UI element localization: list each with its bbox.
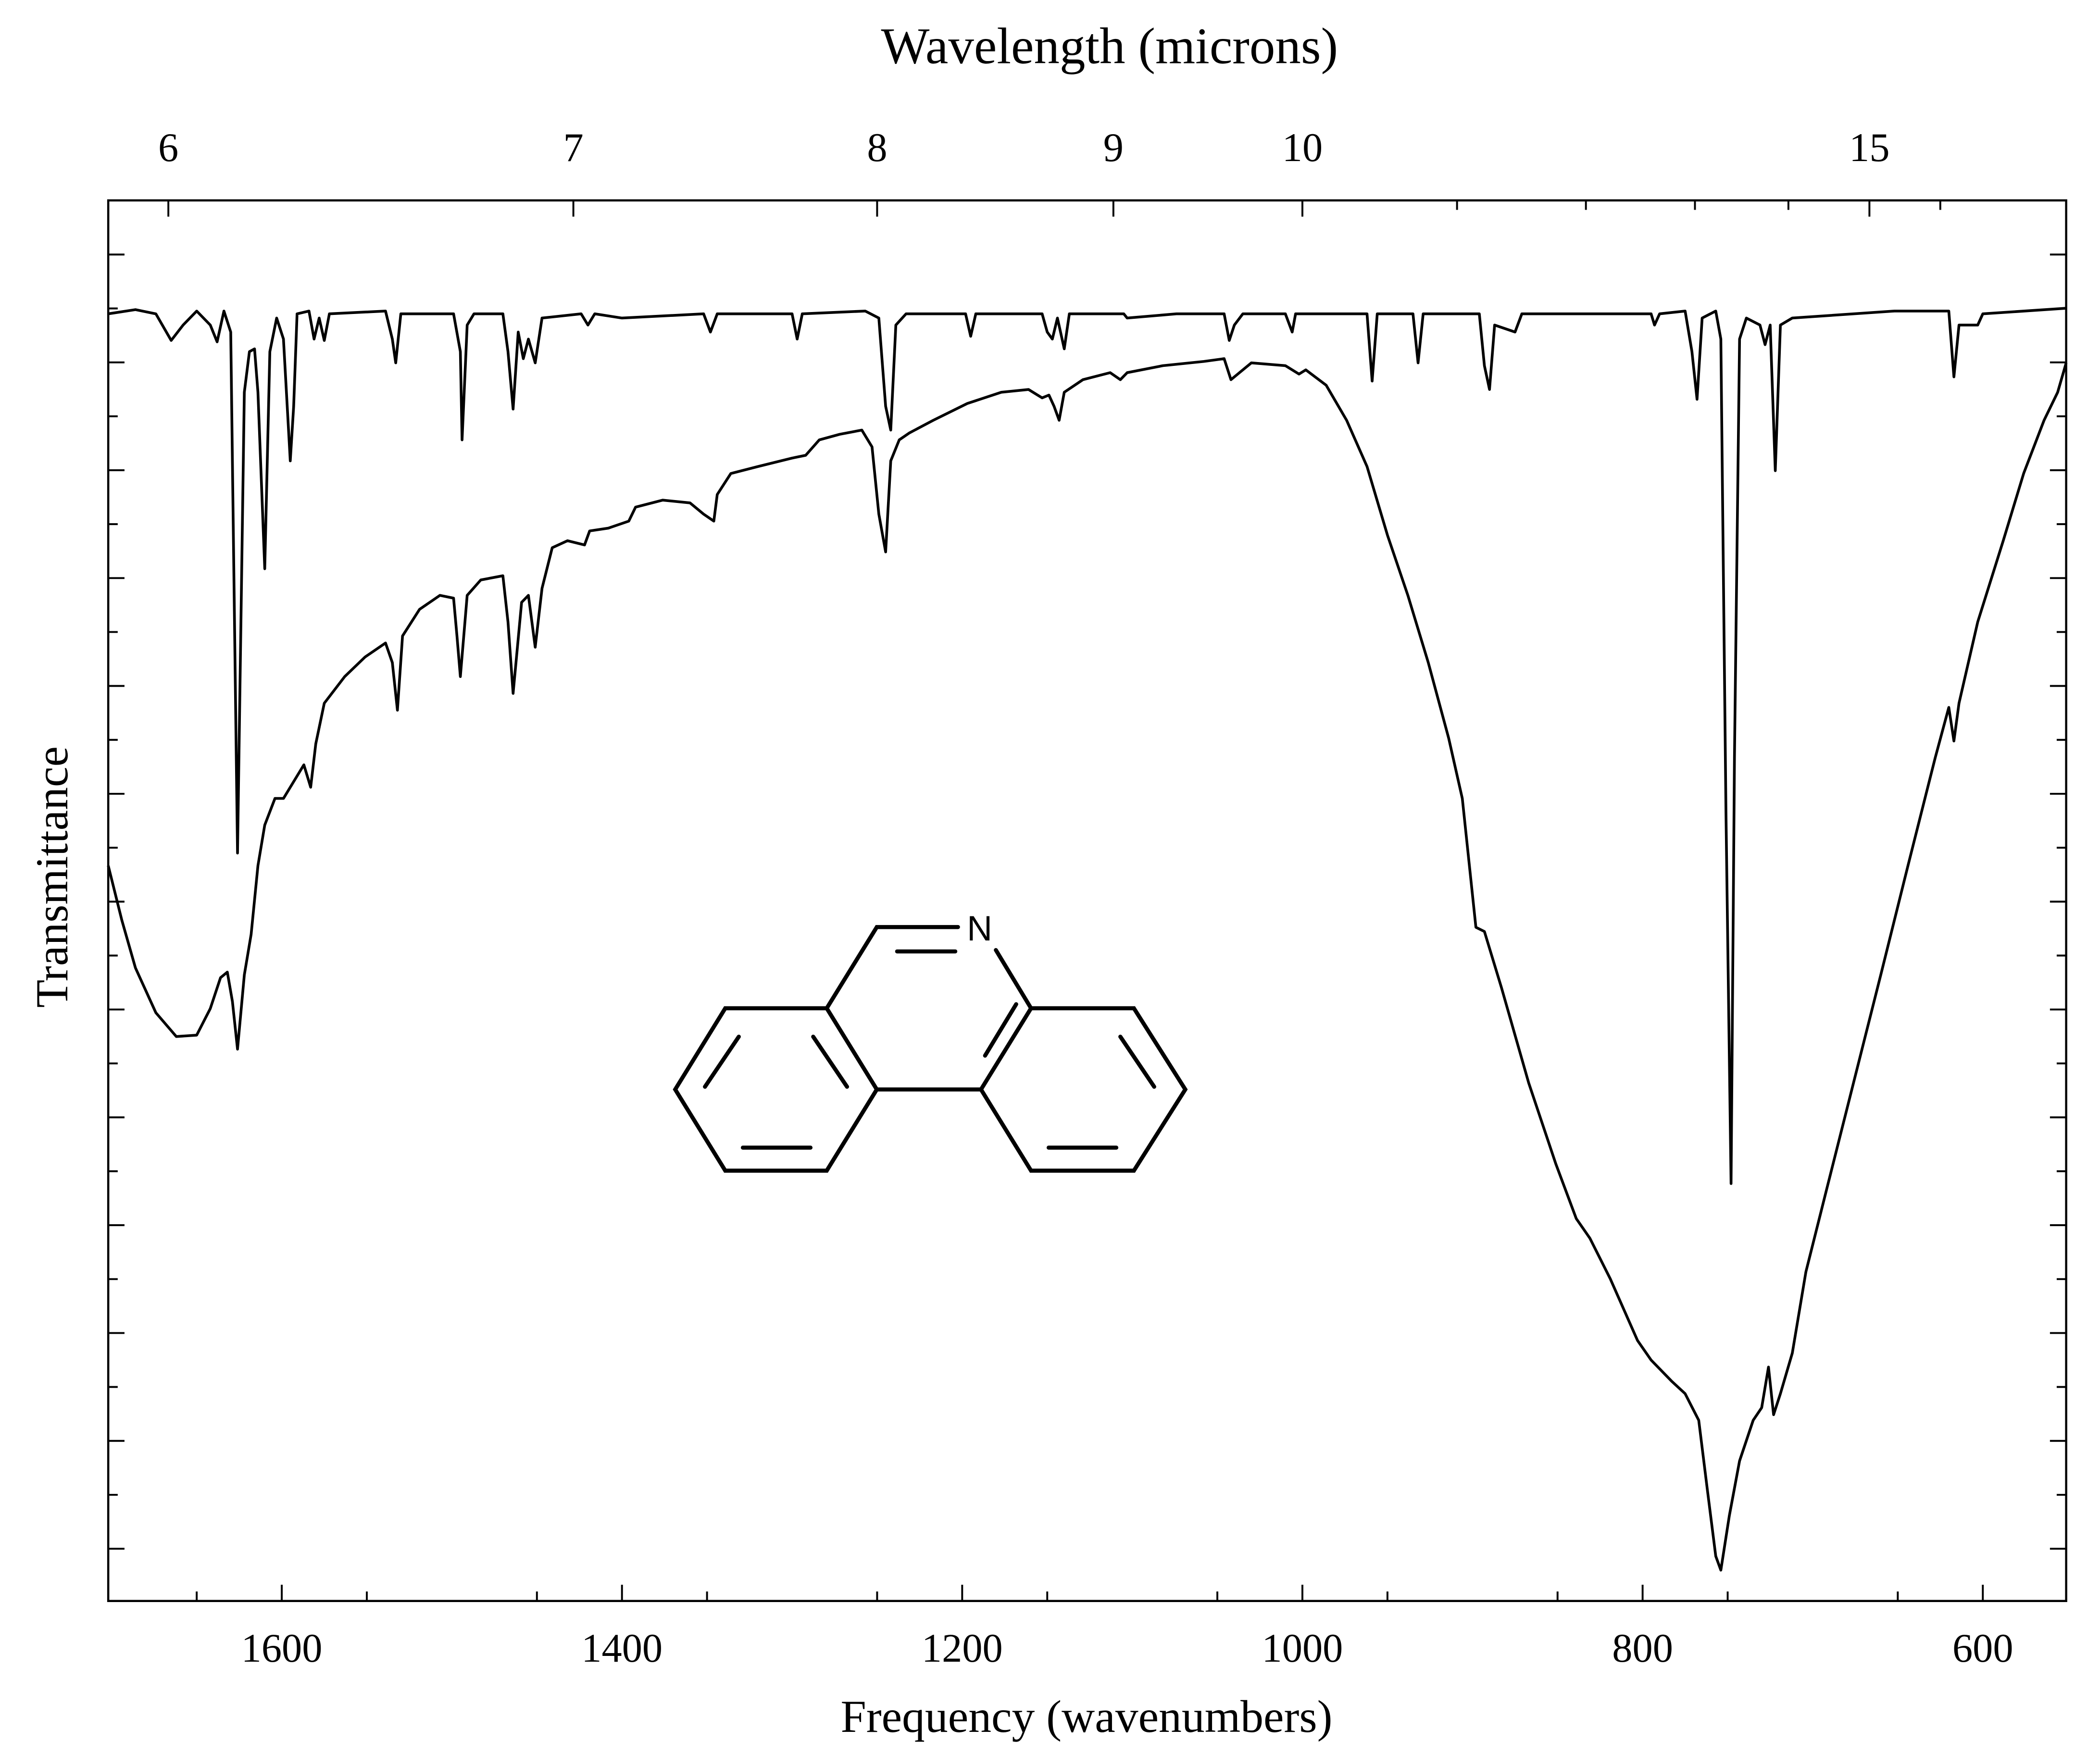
x-tick-label: 800 (1612, 1626, 1673, 1671)
x2-tick-label: 7 (563, 125, 583, 170)
spectrum-line (107, 357, 2068, 1572)
bond (983, 1002, 1018, 1058)
bond (994, 948, 1033, 1011)
y-axis-title: Transmittance (26, 746, 77, 1008)
x-tick-label: 1000 (1262, 1626, 1343, 1671)
atom-label: N (967, 909, 992, 948)
x2-tick-label: 15 (1849, 125, 1889, 170)
x2-tick-label: 6 (158, 125, 178, 170)
bond (1118, 1034, 1156, 1089)
ring (978, 1006, 1188, 1173)
x-tick-label: 1600 (241, 1626, 323, 1671)
x-tick-label: 600 (1952, 1626, 2013, 1671)
bond (825, 925, 960, 1011)
x2-tick-label: 9 (1103, 125, 1124, 170)
x2-axis-title: Wavelength (microns) (881, 18, 1338, 75)
x-tick-label: 1400 (581, 1626, 662, 1671)
x2-tick-label: 10 (1282, 125, 1323, 170)
x-tick-label: 1200 (922, 1626, 1003, 1671)
structure: N (673, 909, 1188, 1173)
bond (703, 1034, 741, 1089)
x-axis-title: Frequency (wavenumbers) (841, 1691, 1333, 1742)
spectrum-line (108, 307, 2066, 1185)
bond (811, 1034, 850, 1089)
x2-tick-label: 8 (867, 125, 887, 170)
